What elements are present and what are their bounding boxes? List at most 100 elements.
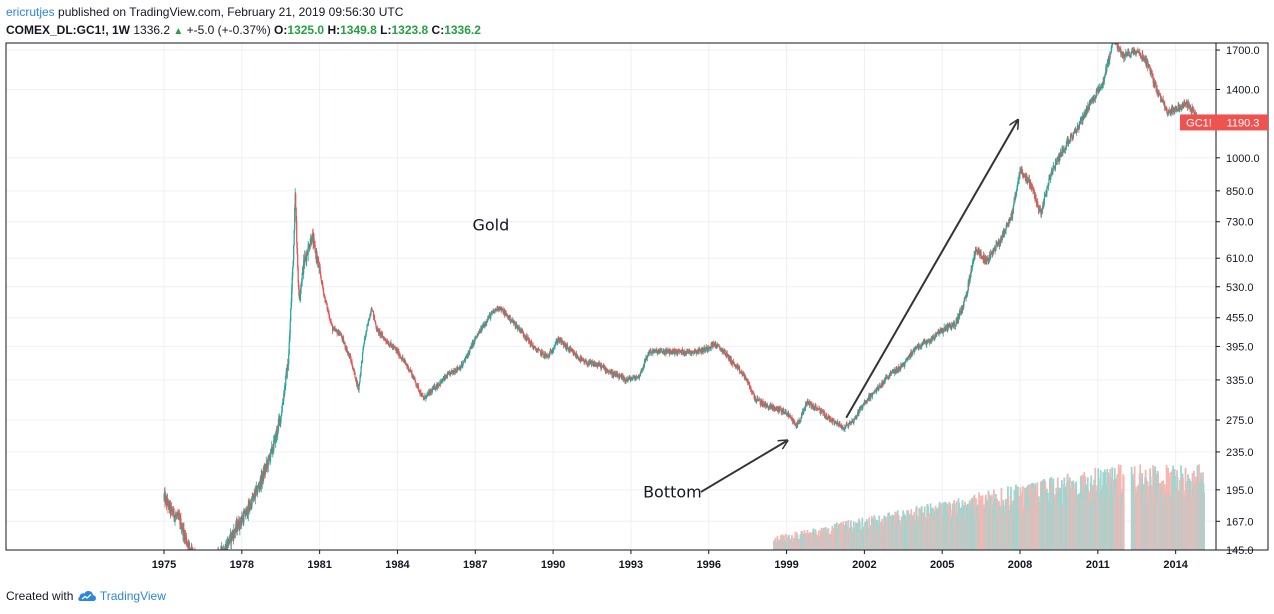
candle-body xyxy=(698,348,700,352)
candle-body xyxy=(240,520,242,525)
candle-body xyxy=(188,542,191,547)
symbol-label[interactable]: COMEX_DL:GC1!, 1W xyxy=(6,23,131,37)
price-change: +-5.0 (+-0.37%) xyxy=(186,23,271,37)
candle-body xyxy=(1110,52,1112,55)
grid xyxy=(6,43,1216,551)
candle-body xyxy=(529,340,531,343)
candle-body xyxy=(553,346,556,348)
candle-body xyxy=(1113,40,1114,41)
candle-body xyxy=(205,569,206,576)
candle-body xyxy=(746,378,748,380)
candle-body xyxy=(750,389,752,392)
candle-body xyxy=(671,349,673,355)
candle-body xyxy=(557,338,560,340)
candle-body xyxy=(589,361,591,364)
candle-body xyxy=(661,349,663,352)
candle-body xyxy=(716,344,718,347)
candle-body xyxy=(959,310,961,313)
candle-body xyxy=(461,363,463,367)
candle-body xyxy=(715,342,717,348)
candle-body xyxy=(223,551,224,552)
candle-body xyxy=(972,261,974,263)
candle-body xyxy=(1029,180,1032,186)
candle-body xyxy=(947,325,949,330)
candle-body xyxy=(448,372,450,374)
candle-body xyxy=(926,340,928,345)
candle-body xyxy=(200,559,201,567)
candle-body xyxy=(301,281,303,284)
candle-body xyxy=(1037,203,1039,207)
candle-body xyxy=(282,401,284,403)
candle-body xyxy=(1114,41,1115,42)
candle-body xyxy=(662,351,664,354)
candle-body xyxy=(355,378,358,385)
candle-body xyxy=(515,326,517,328)
candle-body xyxy=(446,373,448,379)
candle-body xyxy=(639,373,641,377)
candle-body xyxy=(769,405,772,408)
candle-body xyxy=(987,259,990,261)
candle-body xyxy=(921,344,923,347)
candle-body xyxy=(812,407,814,409)
candle-body xyxy=(846,423,848,425)
candle-body xyxy=(1114,40,1115,42)
candle-body xyxy=(1038,208,1040,211)
candle-body xyxy=(375,327,378,330)
candle-body xyxy=(610,370,613,372)
candle-body xyxy=(1183,102,1185,104)
candle-body xyxy=(1088,102,1090,110)
candle-body xyxy=(252,498,254,500)
candle-body xyxy=(1104,73,1106,76)
candle-body xyxy=(542,351,544,355)
candle-body xyxy=(754,395,756,400)
candle-body xyxy=(206,573,207,574)
candle-body xyxy=(174,515,177,517)
candle-body xyxy=(201,561,202,565)
candle-body xyxy=(895,369,897,374)
candle-body xyxy=(910,352,912,358)
candle-body xyxy=(1080,118,1082,121)
volume-bar xyxy=(774,538,777,550)
candle-body xyxy=(311,233,313,242)
candle-body xyxy=(1166,107,1168,112)
author-link[interactable]: ericrutjes xyxy=(6,5,55,19)
candle-body xyxy=(442,378,444,381)
candle-body xyxy=(194,551,195,556)
candle-body xyxy=(916,347,918,349)
candle-body xyxy=(921,343,923,345)
candle-body xyxy=(914,349,916,352)
candle-body xyxy=(211,566,212,575)
candle-body xyxy=(883,380,885,384)
candle-body xyxy=(1103,77,1105,83)
candle-body xyxy=(519,327,521,332)
candle-body xyxy=(724,349,726,351)
candle-body xyxy=(402,357,404,360)
candle-body xyxy=(554,343,557,345)
candle-body xyxy=(618,375,621,379)
candle-body xyxy=(912,349,914,353)
candle-body xyxy=(280,415,282,417)
candle-body xyxy=(530,341,532,343)
candle-body xyxy=(535,349,537,351)
candle-body xyxy=(590,362,593,365)
candle-body xyxy=(434,385,436,390)
candle-body xyxy=(434,389,436,391)
candle-body xyxy=(366,326,368,331)
candle-body xyxy=(451,370,453,373)
candle-body xyxy=(322,282,324,288)
candle-body xyxy=(856,416,858,418)
candle-body xyxy=(1119,48,1121,50)
candle-body xyxy=(1112,40,1113,42)
candle-body xyxy=(464,360,466,362)
candle-body xyxy=(1072,138,1074,140)
candle-body xyxy=(340,334,343,338)
candle-body xyxy=(249,506,251,509)
candle-body xyxy=(629,378,632,381)
candle-body xyxy=(1005,222,1008,228)
candle-body xyxy=(1050,172,1052,177)
candle-body xyxy=(331,323,333,325)
candle-body xyxy=(978,248,980,255)
candle-body xyxy=(1007,222,1009,226)
candle-body xyxy=(313,238,315,245)
